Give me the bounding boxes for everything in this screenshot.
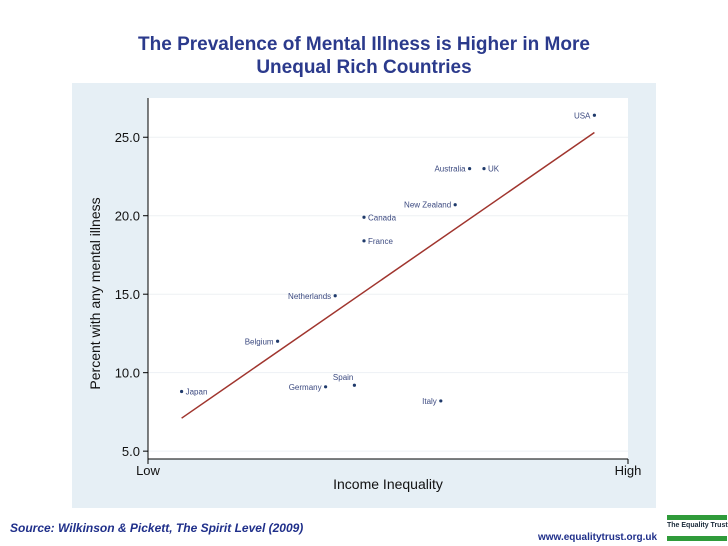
logo-bar-top (667, 515, 727, 520)
point-france (362, 239, 366, 243)
trend-line (181, 131, 595, 419)
logo-text: The Equality Trust (667, 522, 728, 529)
chart-title-line-2: Unequal Rich Countries (256, 57, 472, 78)
y-axis-title: Percent with any mental illness (87, 197, 103, 389)
x-tick-label: High (615, 463, 642, 478)
point-label-belgium: Belgium (245, 337, 274, 346)
point-new-zealand (453, 203, 457, 207)
point-canada (362, 215, 366, 219)
point-label-new-zealand: New Zealand (404, 201, 451, 210)
point-germany (324, 385, 328, 389)
chart-title: The Prevalence of Mental Illness is High… (60, 33, 668, 79)
plot-panel: 5.0 10.0 15.0 20.0 25.0 Low High Income Inequal… (72, 83, 656, 508)
plot-area (148, 98, 628, 459)
point-label-usa: USA (574, 111, 591, 120)
point-label-uk: UK (488, 165, 500, 174)
point-label-canada: Canada (368, 213, 397, 222)
point-label-france: France (368, 237, 393, 246)
point-label-germany: Germany (289, 383, 322, 392)
trend-line-group (181, 131, 595, 419)
grid-lines (148, 98, 628, 459)
point-label-australia: Australia (434, 165, 466, 174)
y-tick-label: 10.0 (115, 366, 140, 381)
y-tick-label: 5.0 (122, 444, 140, 459)
logo-bar-bottom (667, 536, 727, 541)
equality-trust-logo: The Equality Trust (664, 512, 728, 546)
point-label-italy: Italy (422, 397, 437, 406)
y-tick-label: 25.0 (115, 130, 140, 145)
y-tick-label: 15.0 (115, 287, 140, 302)
website-link[interactable]: www.equalitytrust.org.uk (538, 532, 658, 543)
axes: 5.0 10.0 15.0 20.0 25.0 Low High Income Inequal… (87, 98, 641, 492)
point-spain (352, 383, 356, 387)
point-belgium (276, 339, 280, 343)
source-note: Source: Wilkinson & Pickett, The Spirit … (10, 521, 304, 535)
point-italy (439, 399, 443, 403)
point-japan (180, 389, 184, 394)
point-uk (482, 167, 486, 171)
x-tick-label: Low (136, 463, 160, 478)
point-label-spain: Spain (333, 373, 353, 382)
point-label-japan: Japan (186, 388, 208, 397)
point-netherlands (333, 294, 337, 298)
data-points: Japan Germany Spain Belgium Netherlands Franc… (180, 111, 597, 406)
chart-title-line-1: The Prevalence of Mental Illness is High… (138, 34, 590, 55)
point-usa (592, 113, 597, 117)
y-tick-label: 20.0 (115, 209, 140, 224)
x-axis-title: Income Inequality (333, 476, 443, 492)
point-australia (468, 167, 472, 171)
point-label-netherlands: Netherlands (288, 292, 331, 301)
scatter-chart: 5.0 10.0 15.0 20.0 25.0 Low High Income Inequal… (87, 98, 641, 492)
